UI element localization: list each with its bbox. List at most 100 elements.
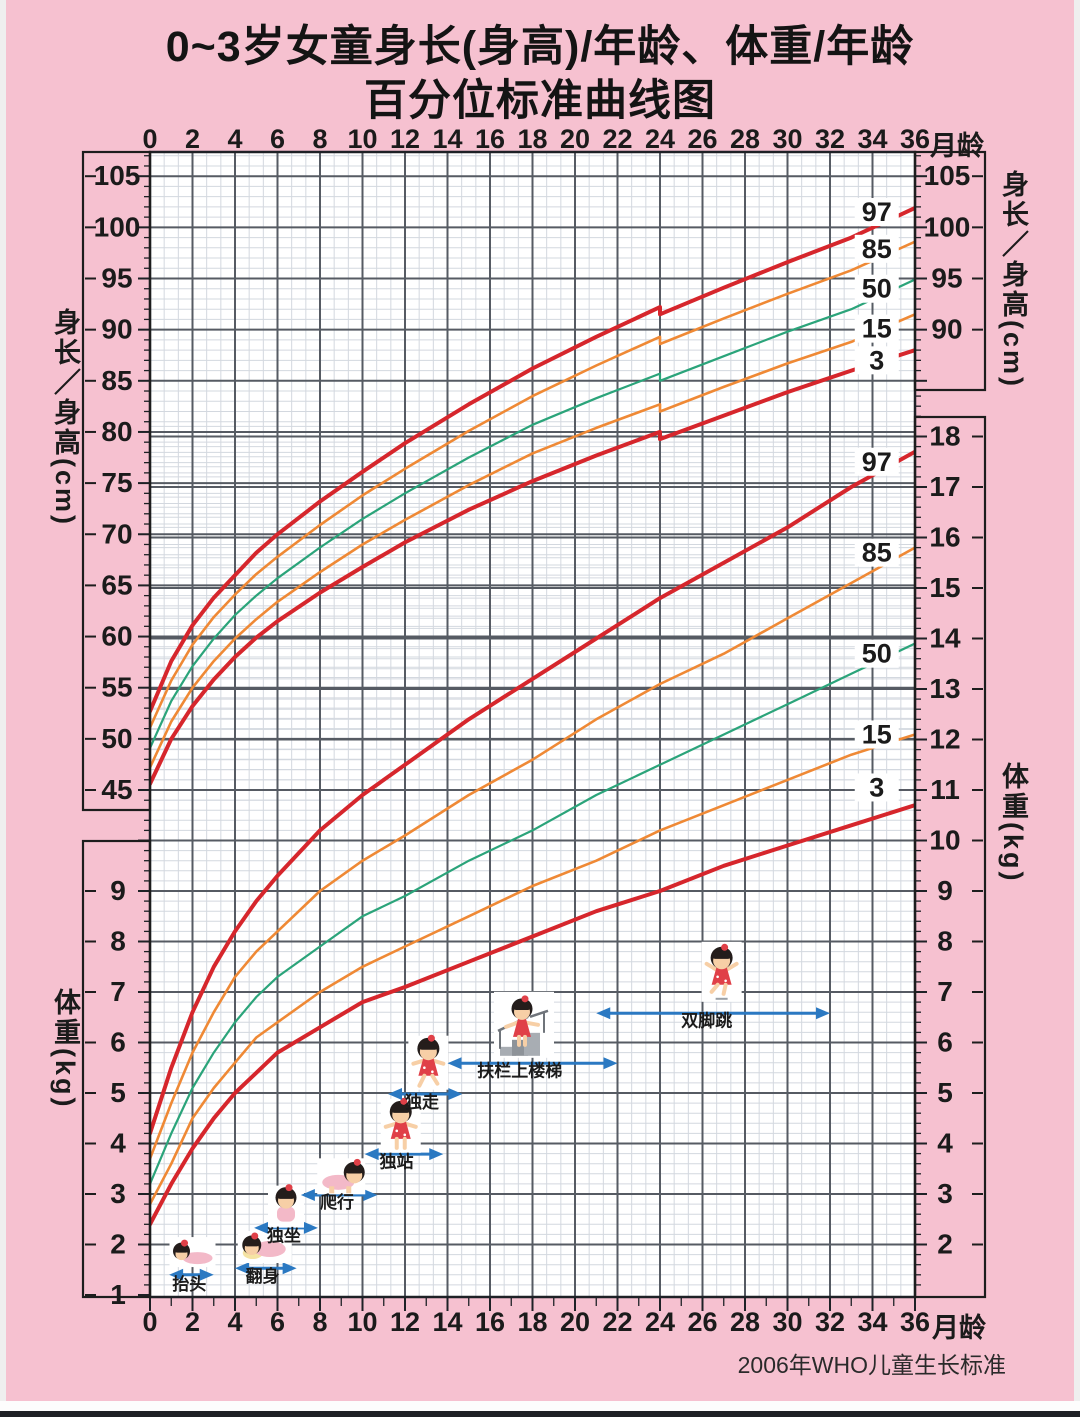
- percentile-label-97: 97: [862, 197, 892, 227]
- chart-title-line1: 0~3岁女童身长(身高)/年龄、体重/年龄: [165, 23, 915, 71]
- top-month-tick-26: 26: [687, 124, 717, 154]
- left-height-tick-85: 85: [101, 365, 132, 396]
- right-weight-tick-17: 17: [929, 471, 960, 502]
- milestone-label-jump: 双脚跳: [681, 1010, 732, 1030]
- right-weight-tick-12: 12: [929, 724, 960, 755]
- right-height-axis-label: 身长／身高(cm): [998, 170, 1028, 390]
- left-height-tick-65: 65: [101, 569, 132, 600]
- top-month-tick-2: 2: [185, 124, 200, 154]
- left-weight-tick-9: 9: [110, 875, 126, 906]
- bottom-month-tick-6: 6: [270, 1307, 285, 1337]
- top-month-tick-34: 34: [857, 124, 887, 154]
- percentile-curves: [150, 205, 915, 1227]
- right-weight-tick-13: 13: [929, 673, 960, 704]
- left-weight-tick-5: 5: [110, 1077, 126, 1108]
- bottom-month-tick-2: 2: [185, 1307, 200, 1337]
- top-month-tick-6: 6: [270, 124, 285, 154]
- left-height-tick-55: 55: [101, 672, 132, 703]
- right-weight-tick-15: 15: [929, 572, 960, 603]
- bottom-month-tick-18: 18: [517, 1307, 547, 1337]
- milestone-figure-sit: [268, 1184, 304, 1228]
- bottom-month-tick-12: 12: [390, 1307, 420, 1337]
- bottom-month-tick-22: 22: [602, 1307, 632, 1337]
- left-height-tick-105: 105: [94, 160, 141, 191]
- milestone-figure-walk: [408, 1034, 449, 1090]
- left-height-tick-45: 45: [101, 774, 132, 805]
- who-source-caption: 2006年WHO儿童生长标准: [737, 1352, 1006, 1378]
- bottom-month-tick-32: 32: [815, 1307, 845, 1337]
- top-month-tick-32: 32: [815, 124, 845, 154]
- top-month-tick-8: 8: [312, 124, 327, 154]
- right-height-tick-90: 90: [931, 314, 962, 345]
- left-weight-tick-1: 1: [110, 1279, 126, 1310]
- bottom-month-tick-36: 36: [900, 1307, 930, 1337]
- left-weight-tick-4: 4: [110, 1128, 126, 1159]
- right-weight-tick-10: 10: [929, 825, 960, 856]
- left-height-tick-70: 70: [101, 518, 132, 549]
- chart-title-line2: 百分位标准曲线图: [364, 77, 716, 125]
- right-weight-tick-5: 5: [937, 1077, 953, 1108]
- bottom-month-tick-24: 24: [645, 1307, 675, 1337]
- bottom-month-tick-0: 0: [142, 1307, 157, 1337]
- left-weight-tick-3: 3: [110, 1178, 126, 1209]
- bottom-month-unit-label: 月龄: [932, 1313, 986, 1343]
- bottom-month-tick-16: 16: [475, 1307, 505, 1337]
- milestone-label-stairs: 扶栏上楼梯: [477, 1060, 562, 1080]
- top-month-tick-30: 30: [772, 124, 802, 154]
- right-height-tick-105: 105: [924, 160, 971, 191]
- top-month-tick-0: 0: [142, 124, 157, 154]
- left-weight-tick-7: 7: [110, 976, 126, 1007]
- top-month-tick-18: 18: [517, 124, 547, 154]
- right-weight-tick-4: 4: [937, 1128, 953, 1159]
- left-height-tick-60: 60: [101, 621, 132, 652]
- milestone-label-lifthead: 抬头: [172, 1274, 206, 1294]
- left-height-tick-50: 50: [101, 723, 132, 754]
- bottom-month-tick-30: 30: [772, 1307, 802, 1337]
- percentile-label-3: 3: [869, 345, 884, 375]
- left-height-tick-100: 100: [94, 211, 141, 242]
- right-page-edge: [1074, 0, 1080, 1401]
- top-month-tick-22: 22: [602, 124, 632, 154]
- right-weight-tick-16: 16: [929, 522, 960, 553]
- bottom-month-tick-20: 20: [560, 1307, 590, 1337]
- bottom-dark-bar: [0, 1411, 1080, 1417]
- percentile-label-97: 97: [862, 447, 892, 477]
- grid-major: [150, 152, 915, 1297]
- percentile-label-50: 50: [862, 274, 892, 304]
- bottom-white-strip: [0, 1401, 1080, 1411]
- bottom-month-tick-14: 14: [432, 1307, 462, 1337]
- top-month-tick-12: 12: [390, 124, 420, 154]
- right-weight-axis-label: 体重(kg): [998, 762, 1028, 884]
- left-height-tick-90: 90: [101, 314, 132, 345]
- bottom-month-tick-4: 4: [227, 1307, 242, 1337]
- axis-boxes: 1051009590858075706560555045987654321105…: [81, 124, 987, 1337]
- right-weight-tick-2: 2: [937, 1229, 953, 1260]
- top-month-tick-36: 36: [900, 124, 930, 154]
- left-page-edge: [0, 0, 6, 1401]
- percentile-label-15: 15: [862, 719, 892, 749]
- right-weight-tick-18: 18: [929, 421, 960, 452]
- bottom-month-tick-26: 26: [687, 1307, 717, 1337]
- right-weight-tick-11: 11: [930, 774, 960, 805]
- bottom-month-tick-34: 34: [857, 1307, 887, 1337]
- top-month-tick-10: 10: [347, 124, 377, 154]
- milestone-label-rollover: 翻身: [246, 1266, 280, 1286]
- top-month-tick-20: 20: [560, 124, 590, 154]
- top-month-tick-14: 14: [432, 124, 462, 154]
- percentile-label-3: 3: [869, 772, 884, 802]
- milestone-figure-jump: [701, 941, 742, 1002]
- milestone-label-sit: 独坐: [267, 1225, 301, 1245]
- percentile-label-85: 85: [862, 538, 892, 568]
- right-weight-tick-7: 7: [937, 976, 953, 1007]
- right-height-tick-95: 95: [931, 263, 962, 294]
- left-height-axis-label: 身长／身高(cm): [50, 308, 80, 528]
- top-month-tick-4: 4: [227, 124, 242, 154]
- percentile-label-85: 85: [862, 234, 892, 264]
- top-month-tick-24: 24: [645, 124, 675, 154]
- right-weight-tick-14: 14: [929, 623, 961, 654]
- left-height-tick-80: 80: [101, 416, 132, 447]
